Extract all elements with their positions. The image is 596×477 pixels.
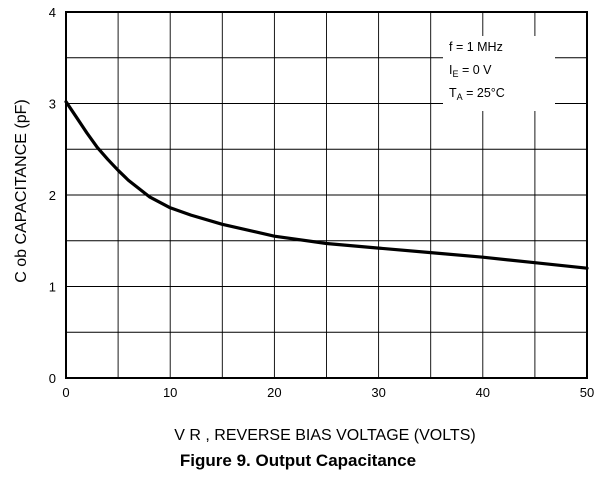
tick-labels: 0 10 20 30 40 50 0 1 2 3 4 [49, 5, 594, 400]
test-conditions-legend: f = 1 MHz IE = 0 V TA = 25°C [443, 36, 555, 111]
figure-caption: Figure 9. Output Capacitance [179, 451, 417, 470]
output-capacitance-chart: 0 10 20 30 40 50 0 1 2 3 4 f = 1 MHz IE = 0 V TA = 2… [13, 5, 594, 444]
x-tick-label: 40 [476, 385, 490, 400]
x-tick-label: 20 [267, 385, 281, 400]
x-axis-title: V R , REVERSE BIAS VOLTAGE (VOLTS) [174, 427, 475, 444]
x-tick-label: 10 [163, 385, 177, 400]
grid-lines [66, 12, 587, 378]
y-axis-title: C ob CAPACITANCE (pF) [13, 99, 30, 282]
x-tick-label: 50 [580, 385, 594, 400]
y-tick-label: 4 [49, 5, 56, 20]
y-tick-label: 0 [49, 371, 56, 386]
legend-background [443, 36, 555, 111]
capacitance-curve [64, 100, 589, 270]
y-tick-label: 3 [49, 97, 56, 112]
y-tick-label: 2 [49, 188, 56, 203]
y-tick-label: 1 [49, 280, 56, 295]
plot-frame [65, 11, 588, 379]
legend-condition-text: IE = 0 V [449, 63, 492, 79]
legend-condition-text: TA = 25°C [449, 86, 505, 102]
x-tick-label: 30 [371, 385, 385, 400]
x-tick-label: 0 [62, 385, 69, 400]
legend-condition-text: f = 1 MHz [449, 40, 503, 54]
